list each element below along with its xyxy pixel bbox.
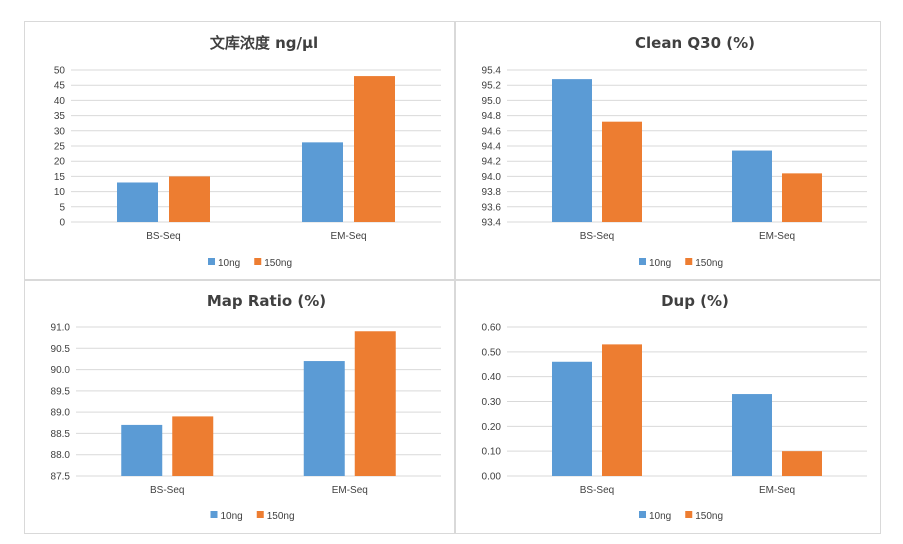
- category-label: BS-Seq: [580, 231, 614, 242]
- bar-10ng-BS-Seq: [121, 424, 163, 476]
- y-tick-label: 93.6: [482, 202, 502, 213]
- category-label: EM-Seq: [330, 231, 366, 242]
- y-tick-label: 45: [54, 81, 66, 92]
- y-tick-label: 0: [59, 218, 65, 229]
- bar-150ng-BS-Seq: [169, 176, 210, 222]
- bar-150ng-EM-Seq: [354, 331, 396, 476]
- chart-title: Map Ratio (%): [207, 292, 326, 310]
- y-tick-label: 94.6: [482, 126, 502, 137]
- y-tick-label: 0.30: [482, 397, 502, 408]
- y-tick-label: 0.50: [482, 347, 502, 358]
- legend-label: 150ng: [695, 511, 723, 522]
- y-tick-label: 0.00: [482, 472, 502, 483]
- y-tick-label: 90.5: [51, 344, 71, 355]
- bar-10ng-BS-Seq: [552, 79, 592, 222]
- legend-label: 10ng: [218, 258, 240, 269]
- y-tick-label: 88.5: [51, 429, 71, 440]
- y-tick-label: 95.2: [482, 81, 502, 92]
- category-label: EM-Seq: [759, 231, 795, 242]
- y-tick-label: 89.5: [51, 386, 71, 397]
- legend-label: 10ng: [221, 511, 243, 522]
- y-tick-label: 0.60: [482, 323, 502, 334]
- bar-10ng-EM-Seq: [302, 142, 343, 222]
- chart-panel-map-ratio: Map Ratio (%) 87.5 88.0 88.5 89.0 89.5 90.0 90.…: [24, 280, 455, 534]
- legend-swatch: [256, 511, 264, 518]
- y-tick-label: 94.4: [482, 142, 502, 153]
- bar-10ng-BS-Seq: [117, 182, 158, 222]
- legend-swatch: [639, 511, 646, 518]
- y-tick-label: 90.0: [51, 365, 71, 376]
- chart-svg: Dup (%) 0.00 0.10 0.20 0.30 0.40 0.50 0.60 BS-Se…: [482, 292, 867, 522]
- y-tick-label: 93.8: [482, 187, 502, 198]
- legend-swatch: [210, 511, 218, 518]
- legend-swatch: [254, 258, 262, 265]
- y-tick-label: 0.10: [482, 447, 502, 458]
- y-tick-label: 95.0: [482, 96, 502, 107]
- legend-swatch: [685, 511, 693, 518]
- chart-panel-clean-q30: Clean Q30 (%) 93.4 93.6 93.8 94.0 94.2 94.4 94.…: [455, 21, 881, 280]
- y-tick-label: 93.4: [482, 218, 502, 229]
- y-tick-label: 25: [54, 142, 66, 153]
- y-tick-label: 35: [54, 111, 66, 122]
- bar-10ng-EM-Seq: [732, 394, 772, 476]
- y-tick-label: 95.4: [482, 66, 502, 77]
- y-tick-label: 94.2: [482, 157, 502, 168]
- legend-label: 10ng: [649, 258, 671, 269]
- bar-10ng-EM-Seq: [303, 361, 345, 476]
- bar-150ng-EM-Seq: [782, 451, 822, 476]
- chart-panel-library-concentration: 文库浓度 ng/µl 0 5 10 15 20 25 30 35 40 45 50 BS-Seq EM-S…: [24, 21, 455, 280]
- category-label: BS-Seq: [146, 231, 180, 242]
- y-tick-label: 30: [54, 126, 66, 137]
- bar-150ng-BS-Seq: [602, 344, 642, 476]
- y-tick-label: 40: [54, 96, 66, 107]
- y-tick-label: 94.8: [482, 111, 502, 122]
- legend-label: 150ng: [264, 258, 292, 269]
- legend-label: 150ng: [695, 258, 723, 269]
- bar-150ng-BS-Seq: [602, 121, 642, 222]
- y-tick-label: 20: [54, 157, 66, 168]
- y-tick-label: 87.5: [51, 472, 71, 483]
- chart-svg: Map Ratio (%) 87.5 88.0 88.5 89.0 89.5 90.0 90.…: [51, 292, 441, 522]
- y-tick-label: 88.0: [51, 450, 71, 461]
- chart-title: 文库浓度 ng/µl: [210, 34, 318, 52]
- y-tick-label: 10: [54, 187, 66, 198]
- y-tick-label: 0.20: [482, 422, 502, 433]
- bar-10ng-EM-Seq: [732, 150, 772, 222]
- legend-swatch: [685, 258, 693, 265]
- legend-swatch: [639, 258, 646, 265]
- bar-150ng-BS-Seq: [172, 416, 214, 476]
- y-tick-label: 5: [59, 202, 65, 213]
- legend-label: 10ng: [649, 511, 671, 522]
- category-label: EM-Seq: [332, 485, 368, 496]
- category-label: BS-Seq: [580, 485, 614, 496]
- y-tick-label: 0.40: [482, 372, 502, 383]
- chart-title: Clean Q30 (%): [635, 34, 755, 52]
- y-tick-label: 94.0: [482, 172, 502, 183]
- bar-150ng-EM-Seq: [782, 173, 822, 222]
- chart-svg: Clean Q30 (%) 93.4 93.6 93.8 94.0 94.2 94.4 94.…: [482, 34, 867, 269]
- chart-panel-dup: Dup (%) 0.00 0.10 0.20 0.30 0.40 0.50 0.60 BS-Se…: [455, 280, 881, 534]
- category-label: BS-Seq: [150, 485, 184, 496]
- y-tick-label: 89.0: [51, 408, 71, 419]
- y-tick-label: 15: [54, 172, 66, 183]
- category-label: EM-Seq: [759, 485, 795, 496]
- legend-label: 150ng: [267, 511, 295, 522]
- bar-10ng-BS-Seq: [552, 361, 592, 476]
- y-tick-label: 50: [54, 66, 66, 77]
- chart-svg: 文库浓度 ng/µl 0 5 10 15 20 25 30 35 40 45 50 BS-Seq EM-S…: [54, 34, 441, 269]
- bar-150ng-EM-Seq: [354, 76, 395, 222]
- y-tick-label: 91.0: [51, 323, 71, 334]
- legend-swatch: [208, 258, 215, 265]
- chart-title: Dup (%): [661, 292, 729, 310]
